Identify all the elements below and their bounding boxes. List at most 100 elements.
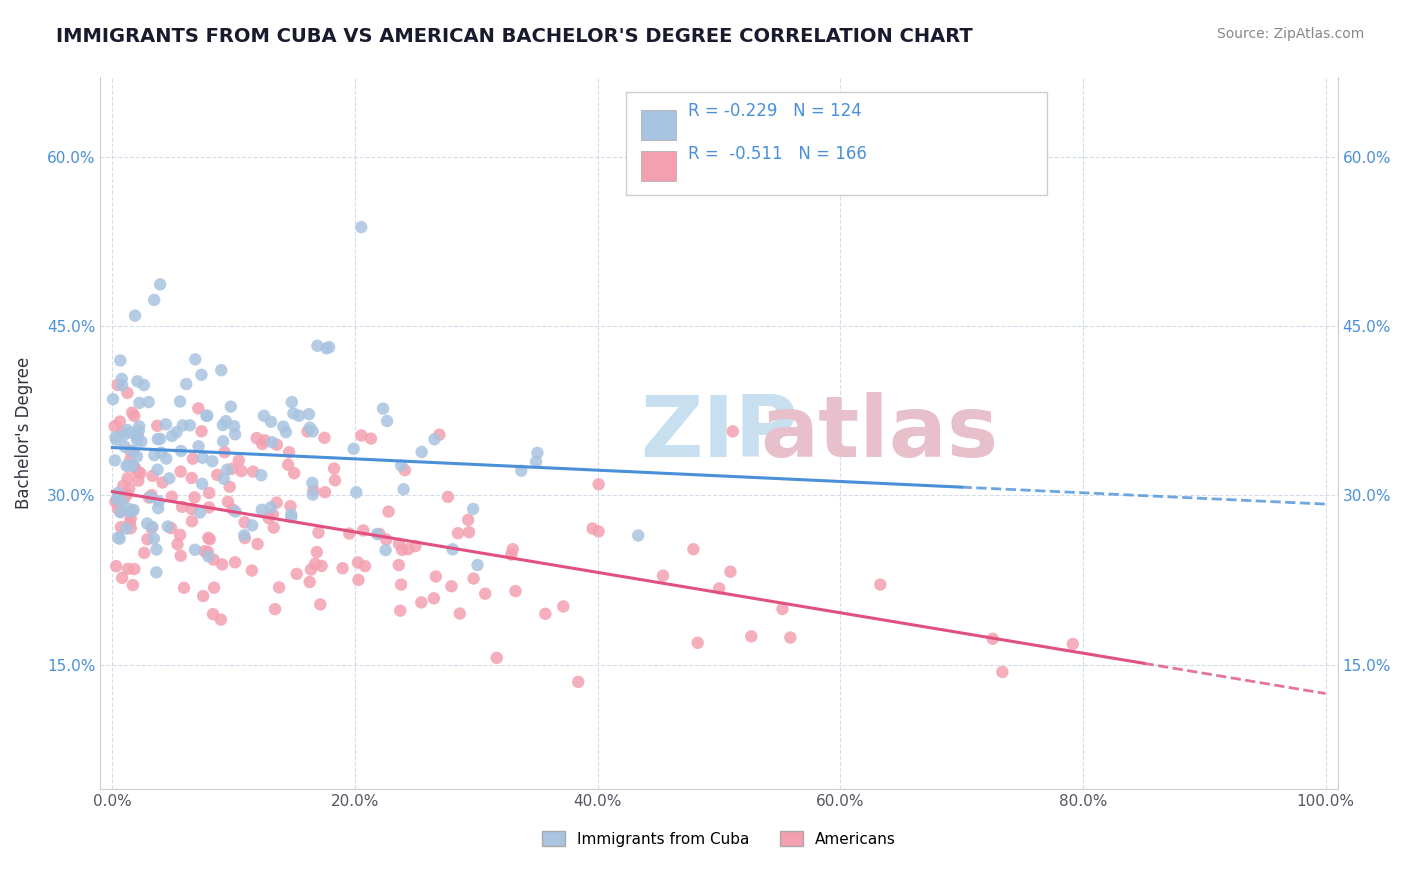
Point [148,494,170,508]
Point [157,471,180,485]
Point [214,445,236,459]
Point [250,437,273,451]
Point [301,488,323,502]
Point [253,434,276,448]
Point [429,427,451,442]
Point [246,431,269,445]
Point [198,533,221,547]
Point [218,480,240,494]
Point [283,407,305,421]
Point [209,613,232,627]
Point [271,419,294,434]
FancyBboxPatch shape [641,111,676,140]
Point [266,438,288,452]
Point [105,493,128,508]
Point [110,504,132,518]
Point [553,599,575,614]
Point [170,500,193,514]
Point [107,491,129,505]
Point [211,558,233,572]
Point [224,419,246,434]
Point [534,607,557,621]
Point [463,572,485,586]
Point [108,415,131,429]
Point [160,429,183,443]
Point [111,372,134,386]
Point [375,414,398,428]
Point [212,434,235,449]
Point [120,452,142,467]
Point [215,414,238,428]
Point [981,632,1004,646]
Point [181,514,204,528]
Point [127,434,149,448]
Point [127,375,149,389]
Point [146,418,169,433]
Point [350,428,373,442]
Point [458,525,481,540]
Point [524,455,547,469]
Point [221,502,243,516]
Point [772,602,794,616]
Point [114,491,136,505]
Point [297,425,319,439]
Point [352,524,374,538]
Point [160,490,183,504]
Point [233,516,256,530]
FancyBboxPatch shape [626,92,1047,194]
Point [201,607,224,621]
Point [145,566,167,580]
Point [233,528,256,542]
Point [118,516,141,530]
Text: R = -0.229   N = 124: R = -0.229 N = 124 [688,103,862,120]
Point [190,368,212,382]
Point [423,432,446,446]
Point [250,468,273,483]
Text: IMMIGRANTS FROM CUBA VS AMERICAN BACHELOR'S DEGREE CORRELATION CHART: IMMIGRANTS FROM CUBA VS AMERICAN BACHELO… [56,27,973,45]
Point [191,589,214,603]
Y-axis label: Bachelor's Degree: Bachelor's Degree [15,357,32,509]
Point [307,339,329,353]
Point [262,508,284,522]
Point [250,503,273,517]
Point [142,468,165,483]
Point [202,581,225,595]
Point [368,527,391,541]
Point [343,442,366,456]
Point [264,602,287,616]
Point [152,475,174,490]
Point [191,476,214,491]
Point [166,425,188,440]
Point [127,429,149,443]
Point [125,450,148,464]
Point [263,521,285,535]
Point [567,674,589,689]
Point [115,458,138,473]
Point [389,458,412,473]
Point [111,571,134,585]
Point [107,486,129,500]
Point [179,418,201,433]
Point [183,491,205,505]
Point [115,487,138,501]
Point [281,395,304,409]
Point [111,378,134,392]
Point [869,577,891,591]
Point [240,564,263,578]
Point [125,429,148,443]
Point [128,424,150,438]
Point [105,433,128,447]
Point [253,409,276,423]
Point [396,542,419,557]
Point [145,542,167,557]
Point [195,409,218,423]
Point [170,549,193,563]
Point [311,558,333,573]
Point [474,587,496,601]
Point [141,521,163,535]
Point [122,444,145,458]
Point [510,464,533,478]
Point [191,450,214,465]
Point [172,418,194,433]
Point [149,277,172,292]
